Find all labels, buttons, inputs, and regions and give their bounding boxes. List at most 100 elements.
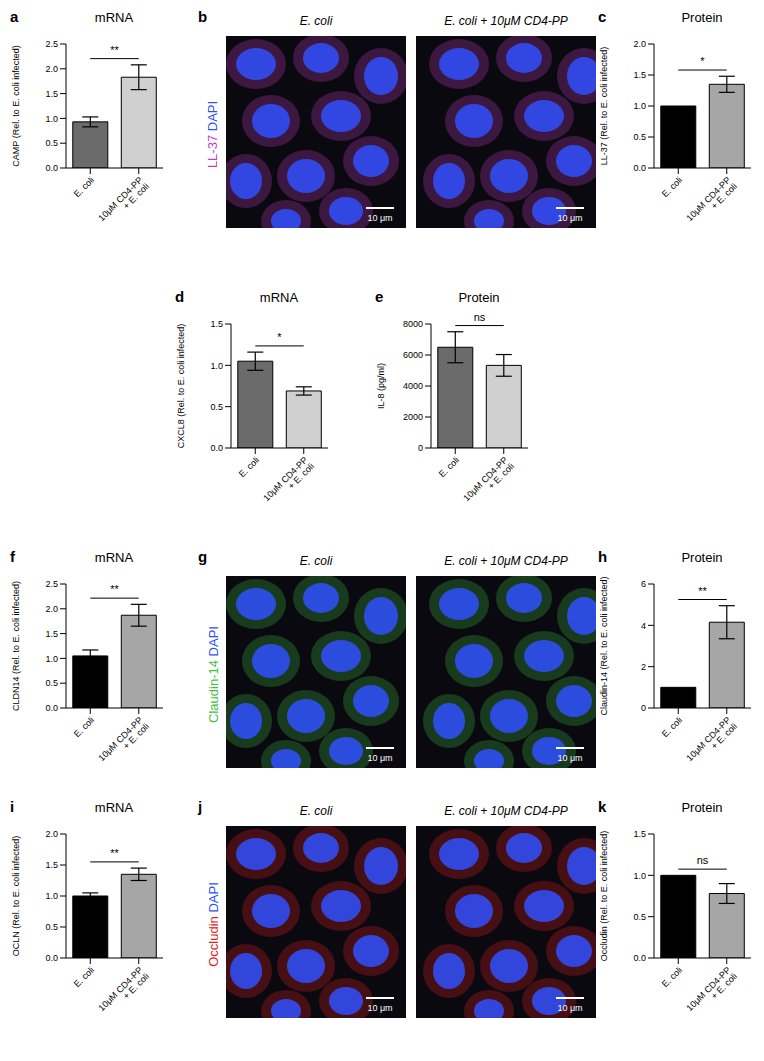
svg-text:*: * — [277, 331, 282, 343]
html-text:E. coli + 10μM CD4-PP: E. coli + 10μM CD4-PP — [444, 804, 568, 818]
svg-text:10 μm: 10 μm — [367, 213, 392, 223]
html-text:E. coli + 10μM CD4-PP: E. coli + 10μM CD4-PP — [444, 554, 568, 568]
svg-text:E. coli: E. coli — [660, 965, 684, 989]
svg-text:0.5: 0.5 — [45, 138, 58, 148]
svg-text:1.0: 1.0 — [45, 114, 58, 124]
svg-text:E. coli: E. coli — [72, 175, 96, 199]
svg-text:0.5: 0.5 — [45, 922, 58, 932]
svg-text:CXCL8 (Rel. to E. coli infecte: CXCL8 (Rel. to E. coli infected) — [176, 324, 186, 449]
html-text:h: h — [598, 548, 608, 565]
svg-text:10μM CD4-PP+ E. coli: 10μM CD4-PP+ E. coli — [684, 965, 739, 1020]
svg-text:E. coli: E. coli — [72, 715, 96, 739]
html-text:DAPI: DAPI — [205, 100, 221, 131]
svg-text:2: 2 — [641, 662, 646, 672]
svg-text:0.5: 0.5 — [45, 678, 58, 688]
svg-text:10μM CD4-PP+ E. coli: 10μM CD4-PP+ E. coli — [96, 965, 151, 1020]
svg-text:2.0: 2.0 — [45, 829, 58, 839]
svg-text:CLDN14 (Rel. to E. coli infect: CLDN14 (Rel. to E. coli infected) — [11, 581, 21, 711]
html-text:E. coli: E. coli — [299, 804, 333, 818]
html-text:mRNA: mRNA — [94, 550, 134, 565]
svg-text:Claudin-14 (Rel. to E. coli in: Claudin-14 (Rel. to E. coli infected) — [599, 576, 609, 715]
svg-text:10μM CD4-PP+ E. coli: 10μM CD4-PP+ E. coli — [684, 175, 739, 230]
svg-text:0.5: 0.5 — [633, 132, 646, 142]
html-text:Protein: Protein — [681, 800, 723, 815]
svg-text:10μM CD4-PP+ E. coli: 10μM CD4-PP+ E. coli — [684, 715, 739, 770]
svg-text:1.0: 1.0 — [633, 101, 646, 111]
svg-text:10μM CD4-PP+ E. coli: 10μM CD4-PP+ E. coli — [96, 175, 151, 230]
svg-text:8000: 8000 — [403, 319, 423, 329]
svg-text:1.0: 1.0 — [633, 871, 646, 881]
svg-text:0.0: 0.0 — [45, 163, 58, 173]
svg-text:1.5: 1.5 — [210, 319, 223, 329]
svg-text:2.0: 2.0 — [45, 604, 58, 614]
svg-text:LL-37 (Rel. to E. coli infecte: LL-37 (Rel. to E. coli infected) — [599, 47, 609, 166]
html-text:d: d — [175, 288, 185, 305]
svg-text:0.0: 0.0 — [210, 443, 223, 453]
svg-text:1.0: 1.0 — [45, 654, 58, 664]
svg-text:10 μm: 10 μm — [557, 753, 582, 763]
html-text:mRNA: mRNA — [94, 10, 134, 25]
svg-text:IL-8 (pg/ml): IL-8 (pg/ml) — [376, 363, 386, 409]
html-text:mRNA: mRNA — [259, 290, 299, 305]
html-text:Protein: Protein — [681, 10, 723, 25]
svg-text:6000: 6000 — [403, 350, 423, 360]
svg-text:4: 4 — [641, 621, 646, 631]
svg-text:0.0: 0.0 — [633, 953, 646, 963]
svg-text:E. coli: E. coli — [660, 715, 684, 739]
svg-text:10 μm: 10 μm — [367, 753, 392, 763]
svg-text:E. coli: E. coli — [660, 175, 684, 199]
html-text:E. coli + 10μM CD4-PP: E. coli + 10μM CD4-PP — [444, 14, 568, 28]
svg-text:E. coli: E. coli — [437, 455, 461, 479]
svg-text:1.5: 1.5 — [45, 629, 58, 639]
svg-text:10μM CD4-PP+ E. coli: 10μM CD4-PP+ E. coli — [261, 455, 316, 510]
svg-text:*: * — [700, 55, 705, 67]
svg-text:CAMP (Rel. to E. coli infected: CAMP (Rel. to E. coli infected) — [11, 45, 21, 166]
svg-text:2.0: 2.0 — [633, 39, 646, 49]
html-text:DAPI: DAPI — [205, 625, 221, 656]
svg-text:0.5: 0.5 — [633, 912, 646, 922]
svg-text:10 μm: 10 μm — [367, 1003, 392, 1013]
html-text:DAPI: DAPI — [205, 881, 221, 913]
svg-text:OCLN (Rel. to E. coli infected: OCLN (Rel. to E. coli infected) — [11, 836, 21, 957]
svg-text:1.5: 1.5 — [45, 89, 58, 99]
svg-text:2000: 2000 — [403, 412, 423, 422]
svg-text:**: ** — [110, 583, 119, 595]
html-text:Claudin-14: Claudin-14 — [205, 659, 221, 723]
svg-text:10μM CD4-PP+ E. coli: 10μM CD4-PP+ E. coli — [461, 455, 516, 510]
svg-text:1.0: 1.0 — [45, 891, 58, 901]
svg-text:**: ** — [110, 847, 119, 859]
html-text:Protein: Protein — [681, 550, 723, 565]
svg-text:1.5: 1.5 — [633, 829, 646, 839]
svg-text:**: ** — [698, 585, 707, 597]
svg-text:ns: ns — [697, 854, 709, 866]
svg-text:10μM CD4-PP+ E. coli: 10μM CD4-PP+ E. coli — [96, 715, 151, 770]
svg-text:2.5: 2.5 — [45, 39, 58, 49]
html-text:LL-37: LL-37 — [205, 134, 221, 168]
svg-text:E. coli: E. coli — [72, 965, 96, 989]
svg-text:**: ** — [110, 44, 119, 56]
svg-text:6: 6 — [641, 579, 646, 589]
html-text:E. coli: E. coli — [299, 14, 333, 28]
svg-text:ns: ns — [474, 311, 486, 323]
html-text:b: b — [198, 8, 208, 25]
html-text:E. coli: E. coli — [299, 554, 333, 568]
svg-text:1.5: 1.5 — [633, 70, 646, 80]
html-text:Occludin: Occludin — [205, 915, 221, 967]
svg-text:4000: 4000 — [403, 381, 423, 391]
svg-text:0: 0 — [641, 703, 646, 713]
svg-text:E. coli: E. coli — [237, 455, 261, 479]
svg-text:0: 0 — [418, 443, 423, 453]
svg-text:2.5: 2.5 — [45, 579, 58, 589]
svg-text:Occludin (Rel. to E. coli infe: Occludin (Rel. to E. coli infected) — [599, 831, 609, 962]
html-text:mRNA: mRNA — [94, 800, 134, 815]
svg-text:2.0: 2.0 — [45, 64, 58, 74]
svg-text:1.5: 1.5 — [45, 860, 58, 870]
svg-text:0.5: 0.5 — [210, 402, 223, 412]
html-text:Protein: Protein — [458, 290, 500, 305]
svg-text:10 μm: 10 μm — [557, 1003, 582, 1013]
svg-text:0.0: 0.0 — [45, 703, 58, 713]
svg-text:10 μm: 10 μm — [557, 213, 582, 223]
svg-text:1.0: 1.0 — [210, 361, 223, 371]
svg-text:0.0: 0.0 — [45, 953, 58, 963]
svg-text:0.0: 0.0 — [633, 163, 646, 173]
